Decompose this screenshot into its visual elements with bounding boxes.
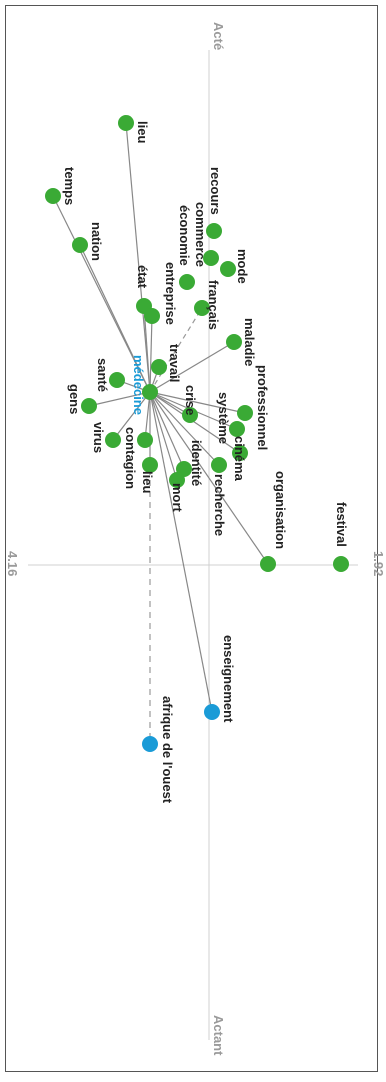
node-crise[interactable]: [182, 407, 198, 423]
label-virus: virus: [91, 422, 106, 453]
edge-gens: [88, 391, 151, 407]
node-commerce[interactable]: [203, 250, 219, 266]
label-identite: identité: [189, 440, 204, 486]
labels: lieu temps nation état entreprise économ…: [62, 121, 349, 804]
edge-lieu-top: [125, 122, 151, 393]
edge-organisation: [149, 391, 269, 565]
edge-identite: [149, 391, 185, 470]
label-recours: recours: [208, 167, 223, 215]
label-sante: santé: [95, 358, 110, 392]
label-commerce: commerce: [193, 202, 208, 267]
node-entreprise[interactable]: [144, 308, 160, 324]
node-lieu-top[interactable]: [118, 115, 134, 131]
label-organisation: organisation: [273, 471, 288, 549]
node-temps[interactable]: [45, 188, 61, 204]
label-gens: gens: [67, 384, 82, 414]
label-lieu-bottom: lieu: [140, 471, 155, 493]
edge-entreprise: [149, 315, 153, 393]
edge-recherche: [149, 391, 220, 466]
label-enseignement: enseignement: [221, 635, 236, 723]
node-center[interactable]: [142, 384, 158, 400]
label-crise: crise: [183, 385, 198, 415]
node-mode[interactable]: [220, 261, 236, 277]
edge-professionnel: [149, 391, 246, 414]
node-mort[interactable]: [169, 472, 185, 488]
node-professionnel[interactable]: [237, 405, 253, 421]
node-travail[interactable]: [151, 359, 167, 375]
edge-mort: [149, 391, 178, 481]
label-afrique: afrique de l'ouest: [160, 696, 175, 804]
label-maladie: maladie: [242, 318, 257, 366]
node-francais[interactable]: [194, 300, 210, 316]
label-center: médecine: [131, 355, 146, 415]
label-professionnel: professionnel: [255, 365, 270, 450]
node-lieu-bottom[interactable]: [142, 457, 158, 473]
label-mode: mode: [235, 249, 250, 284]
label-mort: mort: [170, 483, 185, 513]
node-maladie[interactable]: [226, 334, 242, 350]
edge-virus: [112, 391, 151, 441]
node-festival[interactable]: [333, 556, 349, 572]
edge-maladie: [149, 341, 235, 393]
axis-label-acte: Acté: [211, 22, 226, 50]
edge-etat: [143, 305, 151, 393]
chart-frame: [5, 5, 378, 1072]
edges: [52, 122, 269, 713]
label-nation: nation: [89, 222, 104, 261]
node-enseignement[interactable]: [204, 704, 220, 720]
label-systeme: système: [216, 392, 231, 444]
node-economie[interactable]: [179, 274, 195, 290]
label-lieu-top: lieu: [135, 121, 150, 143]
edge-cinema: [149, 391, 241, 454]
node-gens[interactable]: [81, 398, 97, 414]
label-travail: travail: [167, 344, 182, 382]
label-temps: temps: [62, 167, 77, 205]
node-organisation[interactable]: [260, 556, 276, 572]
label-recherche: recherche: [212, 474, 227, 536]
node-virus[interactable]: [105, 432, 121, 448]
label-etat: état: [135, 265, 150, 289]
node-cinema[interactable]: [232, 445, 248, 461]
node-recours[interactable]: [206, 223, 222, 239]
axis-value-left: 4.16: [5, 551, 20, 576]
edge-nation: [79, 244, 151, 393]
edge-contagion: [144, 391, 151, 441]
axis-value-right: 1.92: [371, 551, 386, 576]
label-cinema: cinéma: [232, 436, 247, 482]
node-afrique[interactable]: [142, 736, 158, 752]
nodes: [45, 115, 349, 572]
node-contagion[interactable]: [137, 432, 153, 448]
label-entreprise: entreprise: [163, 262, 178, 325]
node-sante[interactable]: [109, 372, 125, 388]
label-francais: français: [206, 280, 221, 330]
label-contagion: contagion: [123, 427, 138, 489]
axis-label-actant: Actant: [211, 1015, 226, 1056]
node-nation[interactable]: [72, 237, 88, 253]
edge-francais-dashed: [149, 307, 203, 393]
node-systeme[interactable]: [229, 421, 245, 437]
label-festival: festival: [334, 502, 349, 547]
node-recherche[interactable]: [211, 457, 227, 473]
label-economie: économie: [177, 205, 192, 266]
edge-enseignement: [149, 391, 213, 713]
